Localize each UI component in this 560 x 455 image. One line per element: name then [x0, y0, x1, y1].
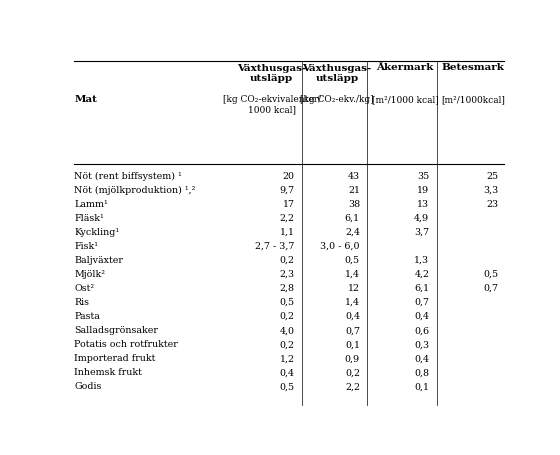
Text: [m²/1000 kcal]: [m²/1000 kcal] — [372, 95, 438, 104]
Text: 0,4: 0,4 — [280, 368, 295, 376]
Text: 19: 19 — [417, 185, 430, 194]
Text: 0,5: 0,5 — [279, 382, 295, 390]
Text: 0,2: 0,2 — [280, 339, 295, 349]
Text: 21: 21 — [348, 185, 360, 194]
Text: Inhemsk frukt: Inhemsk frukt — [74, 368, 142, 376]
Text: 2,2: 2,2 — [280, 213, 295, 222]
Text: 2,7 - 3,7: 2,7 - 3,7 — [255, 242, 295, 250]
Text: 4,2: 4,2 — [414, 269, 430, 278]
Text: 12: 12 — [348, 283, 360, 293]
Text: 13: 13 — [417, 199, 430, 208]
Text: 1,3: 1,3 — [414, 255, 430, 264]
Text: 0,4: 0,4 — [414, 354, 430, 363]
Text: 0,7: 0,7 — [345, 325, 360, 334]
Text: Fläsk¹: Fläsk¹ — [74, 213, 104, 222]
Text: 1,2: 1,2 — [280, 354, 295, 363]
Text: 0,7: 0,7 — [414, 298, 430, 306]
Text: 0,9: 0,9 — [345, 354, 360, 363]
Text: Nöt (mjölkproduktion) ¹,²: Nöt (mjölkproduktion) ¹,² — [74, 185, 195, 194]
Text: Åkermark: Åkermark — [376, 63, 434, 72]
Text: Kyckling¹: Kyckling¹ — [74, 228, 119, 236]
Text: 25: 25 — [487, 172, 499, 180]
Text: 0,5: 0,5 — [484, 269, 499, 278]
Text: 9,7: 9,7 — [279, 185, 295, 194]
Text: 2,4: 2,4 — [345, 228, 360, 236]
Text: 0,5: 0,5 — [279, 298, 295, 306]
Text: 0,7: 0,7 — [484, 283, 499, 293]
Text: 0,2: 0,2 — [280, 312, 295, 320]
Text: Salladsgrönsaker: Salladsgrönsaker — [74, 325, 158, 334]
Text: 43: 43 — [348, 172, 360, 180]
Text: 0,1: 0,1 — [414, 382, 430, 390]
Text: 4,9: 4,9 — [414, 213, 430, 222]
Text: [kg CO₂-ekv./kg]: [kg CO₂-ekv./kg] — [300, 95, 374, 104]
Text: 0,2: 0,2 — [280, 255, 295, 264]
Text: Betesmark: Betesmark — [441, 63, 504, 72]
Text: Fisk¹: Fisk¹ — [74, 242, 99, 250]
Text: 0,4: 0,4 — [345, 312, 360, 320]
Text: 20: 20 — [283, 172, 295, 180]
Text: 1,1: 1,1 — [280, 228, 295, 236]
Text: 0,5: 0,5 — [345, 255, 360, 264]
Text: 0,1: 0,1 — [345, 339, 360, 349]
Text: 23: 23 — [487, 199, 499, 208]
Text: Importerad frukt: Importerad frukt — [74, 354, 156, 363]
Text: 3,3: 3,3 — [483, 185, 499, 194]
Text: 6,1: 6,1 — [345, 213, 360, 222]
Text: 6,1: 6,1 — [414, 283, 430, 293]
Text: 3,7: 3,7 — [414, 228, 430, 236]
Text: 2,8: 2,8 — [280, 283, 295, 293]
Text: Ost²: Ost² — [74, 283, 95, 293]
Text: 2,2: 2,2 — [345, 382, 360, 390]
Text: Nöt (rent biffsystem) ¹: Nöt (rent biffsystem) ¹ — [74, 171, 182, 180]
Text: 35: 35 — [417, 172, 430, 180]
Text: Ris: Ris — [74, 298, 90, 306]
Text: 0,6: 0,6 — [414, 325, 430, 334]
Text: Mjölk²: Mjölk² — [74, 269, 105, 278]
Text: 0,3: 0,3 — [414, 339, 430, 349]
Text: 0,2: 0,2 — [345, 368, 360, 376]
Text: 38: 38 — [348, 199, 360, 208]
Text: Mat: Mat — [74, 95, 97, 104]
Text: 4,0: 4,0 — [280, 325, 295, 334]
Text: 17: 17 — [283, 199, 295, 208]
Text: 0,8: 0,8 — [414, 368, 430, 376]
Text: Pasta: Pasta — [74, 312, 100, 320]
Text: Växthusgas-
utsläpp: Växthusgas- utsläpp — [237, 63, 306, 83]
Text: Växthusgas-
utsläpp: Växthusgas- utsläpp — [302, 63, 371, 83]
Text: 1,4: 1,4 — [345, 298, 360, 306]
Text: Godis: Godis — [74, 382, 102, 390]
Text: Lamm¹: Lamm¹ — [74, 199, 108, 208]
Text: 3,0 - 6,0: 3,0 - 6,0 — [320, 242, 360, 250]
Text: [m²/1000kcal]: [m²/1000kcal] — [441, 95, 505, 104]
Text: 0,4: 0,4 — [414, 312, 430, 320]
Text: [kg CO₂-ekvivalenter/
1000 kcal]: [kg CO₂-ekvivalenter/ 1000 kcal] — [223, 95, 321, 114]
Text: 1,4: 1,4 — [345, 269, 360, 278]
Text: Baljväxter: Baljväxter — [74, 255, 123, 264]
Text: 2,3: 2,3 — [279, 269, 295, 278]
Text: Potatis och rotfrukter: Potatis och rotfrukter — [74, 339, 178, 349]
